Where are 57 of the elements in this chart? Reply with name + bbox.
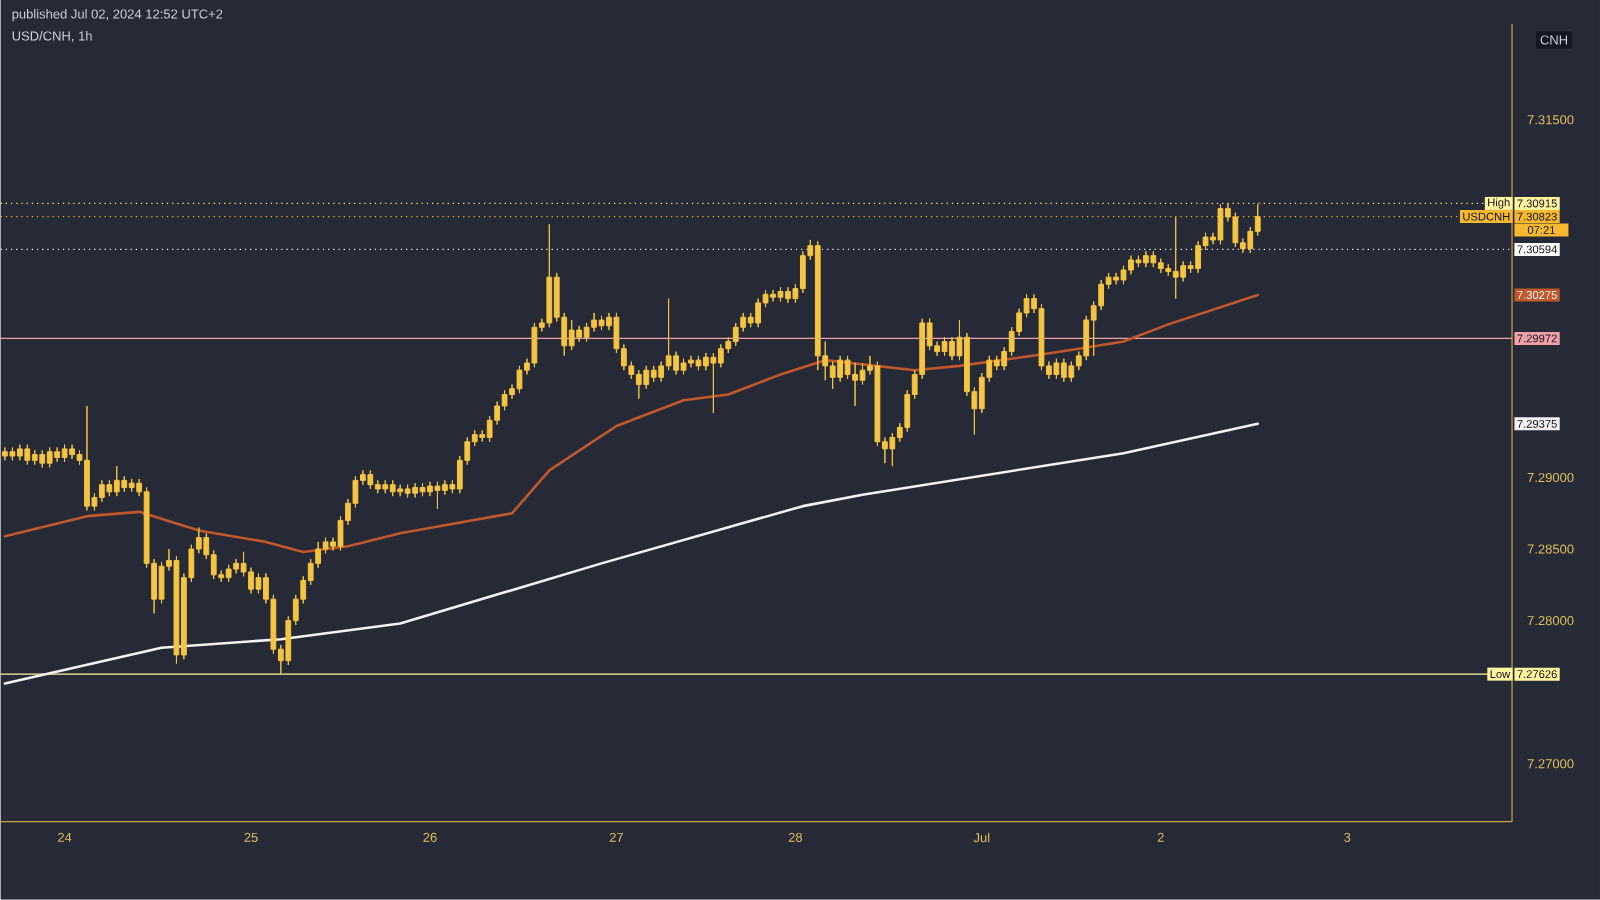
candlestick [367,470,374,490]
candlestick [412,482,418,499]
candlestick [233,558,239,575]
candlestick [1060,358,1067,383]
candlestick [852,362,858,407]
candlestick [128,478,135,493]
candlestick [46,447,53,469]
candlestick [635,369,642,400]
candlestick [680,358,687,376]
candlestick [98,480,105,503]
candlestick [24,444,31,466]
candlestick [39,449,46,469]
candlestick [755,298,761,328]
candlestick [1143,251,1149,268]
line-series [3,293,1260,554]
candlestick [225,564,232,583]
candlestick [568,319,575,351]
candlestick [1157,258,1164,274]
candlestick [434,481,441,510]
candlestick [688,355,694,368]
candlestick [598,315,605,331]
candlestick [173,555,180,665]
candlestick [1053,358,1060,380]
candlestick [1135,255,1142,268]
candlestick [61,444,68,463]
candlestick [31,449,38,466]
candlestick [1195,241,1201,274]
candlestick [1113,272,1119,285]
candlestick [785,286,791,304]
candlestick [777,286,784,303]
line-series [3,422,1260,686]
candlestick [516,365,523,394]
candlestick [16,444,23,461]
candlestick [54,447,61,463]
candlestick [419,482,426,497]
candlestick [1217,203,1224,245]
candlestick [650,365,657,383]
candlestick [84,405,90,512]
candlestick [382,480,389,494]
candlestick [404,484,411,499]
candlestick [546,223,553,328]
candlestick [255,573,262,595]
candlestick [695,355,702,371]
candlestick [837,355,844,383]
candlestick [1172,216,1179,300]
candlestick [1150,251,1157,268]
candlestick [531,322,538,368]
candlestick [9,447,16,461]
candlestick [710,352,717,414]
candlestick [397,484,404,497]
candlestick [941,336,948,357]
candlestick [69,444,75,460]
candlestick [576,325,583,343]
candlestick [770,289,776,303]
candlestick [2,447,8,461]
candlestick [389,480,396,497]
candlestick [113,465,120,497]
